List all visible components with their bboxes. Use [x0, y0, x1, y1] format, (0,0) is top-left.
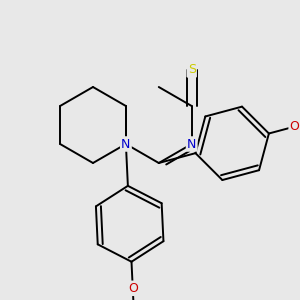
- Text: O: O: [128, 282, 138, 295]
- Text: N: N: [187, 137, 196, 151]
- Text: S: S: [188, 63, 196, 76]
- Text: O: O: [290, 120, 299, 133]
- Text: N: N: [121, 137, 130, 151]
